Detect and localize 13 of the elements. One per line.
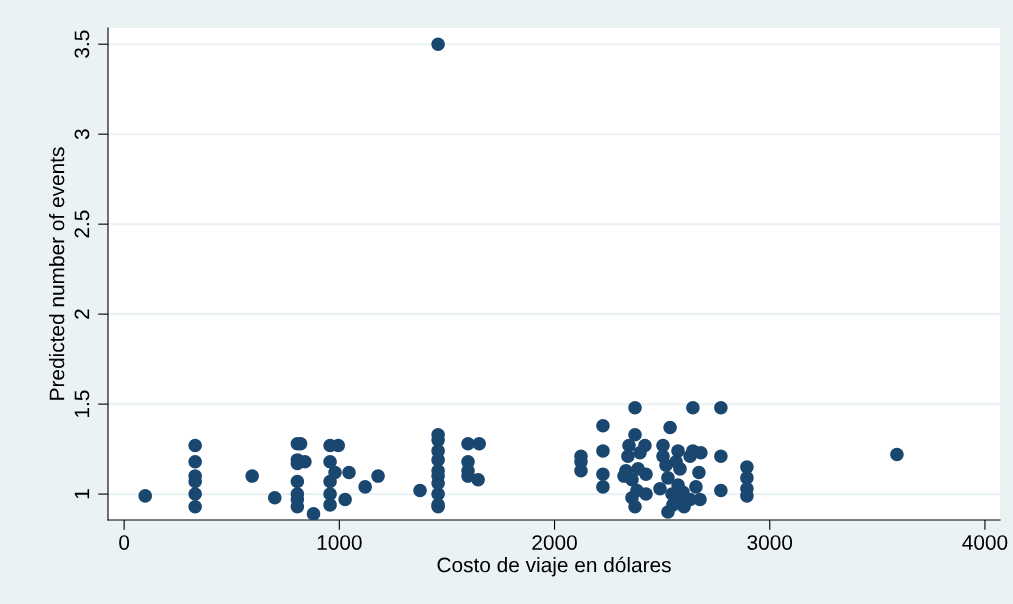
y-axis-title: Predicted number of events: [49, 147, 65, 400]
y-tick-label: 3.5: [74, 30, 90, 58]
x-tick-label: 2000: [532, 535, 577, 550]
x-tick-label: 3000: [747, 535, 793, 550]
x-axis-title: Costo de viaje en dólares: [437, 556, 671, 577]
x-tick-label: 1000: [317, 535, 362, 550]
y-tick-label: 2.5: [74, 210, 90, 238]
x-tick-label: 4000: [962, 535, 1008, 550]
y-tick-label: 3: [74, 129, 90, 140]
y-tick-label: 2: [74, 309, 90, 319]
y-tick-label: 1: [74, 489, 90, 499]
x-tick-label: 0: [119, 535, 130, 550]
y-tick-label: 1.5: [74, 390, 90, 417]
